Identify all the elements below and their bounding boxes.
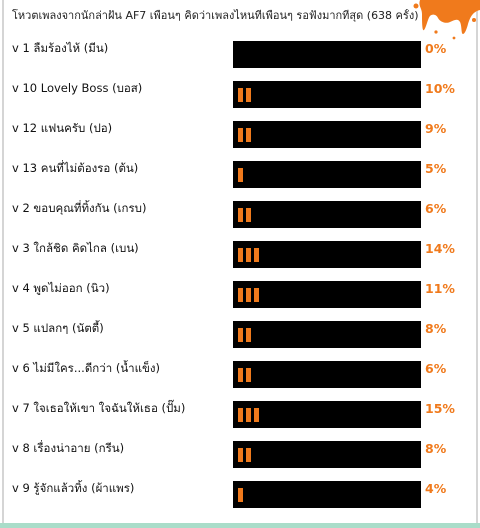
poll-row: v 4 พูดไม่ออก (นิว) 11%: [0, 268, 480, 308]
vote-percent: 6%: [425, 361, 447, 376]
bottom-band: [0, 523, 480, 528]
vote-bar-segment: [238, 328, 243, 342]
poll-row: v 1 ลืมร้องไห้ (มีน) 0%: [0, 28, 480, 68]
left-border: [2, 0, 4, 528]
vote-bar-segment: [246, 368, 251, 382]
vote-bar-fill: [238, 328, 251, 342]
vote-bar-segment: [246, 208, 251, 222]
vote-percent: 9%: [425, 121, 447, 136]
vote-bar-segment: [246, 128, 251, 142]
vote-percent: 4%: [425, 481, 447, 496]
vote-bar: [233, 481, 421, 508]
vote-bar-segment: [254, 288, 259, 302]
vote-bar: [233, 321, 421, 348]
vote-percent: 15%: [425, 401, 455, 416]
vote-bar-fill: [238, 448, 251, 462]
vote-bar-segment: [238, 208, 243, 222]
vote-bar-segment: [238, 88, 243, 102]
song-label: v 1 ลืมร้องไห้ (มีน): [12, 41, 109, 55]
song-label: v 7 ใจเธอให้เขา ใจฉันให้เธอ (ปั๊ม): [12, 401, 186, 415]
vote-bar: [233, 201, 421, 228]
vote-bar-segment: [238, 368, 243, 382]
vote-percent: 0%: [425, 41, 447, 56]
song-label: v 12 แฟนครับ (ปอ): [12, 121, 113, 135]
vote-bar-segment: [246, 88, 251, 102]
vote-bar: [233, 81, 421, 108]
vote-bar-fill: [238, 88, 251, 102]
song-label: v 8 เรื่องน่าอาย (กรีน): [12, 441, 125, 455]
vote-bar-segment: [246, 408, 251, 422]
vote-bar-segment: [238, 448, 243, 462]
poll-row: v 13 คนที่ไม่ต้องรอ (ต้น) 5%: [0, 148, 480, 188]
vote-bar: [233, 41, 421, 68]
poll-row: v 3 ใกล้ชิด คิดไกล (เบน) 14%: [0, 228, 480, 268]
vote-bar-segment: [254, 408, 259, 422]
vote-bar: [233, 441, 421, 468]
poll-row: v 7 ใจเธอให้เขา ใจฉันให้เธอ (ปั๊ม) 15%: [0, 388, 480, 428]
vote-bar-fill: [238, 368, 251, 382]
vote-bar-segment: [238, 168, 243, 182]
vote-bar: [233, 281, 421, 308]
song-label: v 10 Lovely Boss (บอส): [12, 81, 143, 95]
vote-percent: 11%: [425, 281, 455, 296]
poll-row: v 10 Lovely Boss (บอส) 10%: [0, 68, 480, 108]
vote-bar-fill: [238, 248, 259, 262]
vote-bar-segment: [246, 288, 251, 302]
song-label: v 4 พูดไม่ออก (นิว): [12, 281, 110, 295]
vote-bar-fill: [238, 208, 251, 222]
poll-row: v 9 รู้จักแล้วทิ้ง (ผ้าแพร) 4%: [0, 468, 480, 508]
vote-percent: 5%: [425, 161, 447, 176]
vote-bar-segment: [246, 248, 251, 262]
song-label: v 6 ไม่มีใคร...ดีกว่า (น้ำแข็ง): [12, 361, 161, 375]
vote-bar-segment: [238, 408, 243, 422]
vote-bar-fill: [238, 288, 259, 302]
song-label: v 13 คนที่ไม่ต้องรอ (ต้น): [12, 161, 139, 175]
song-label: v 2 ขอบคุณที่ทิ้งกัน (เกรบ): [12, 201, 147, 215]
vote-bar-fill: [238, 128, 251, 142]
poll-row: v 8 เรื่องน่าอาย (กรีน) 8%: [0, 428, 480, 468]
right-border: [476, 0, 478, 528]
vote-percent: 10%: [425, 81, 455, 96]
poll-title: โหวตเพลงจากนักล่าฝัน AF7 เพื่อนๆ คิดว่าเ…: [12, 9, 419, 22]
vote-bar-fill: [238, 408, 259, 422]
vote-percent: 8%: [425, 321, 447, 336]
vote-bar: [233, 161, 421, 188]
song-label: v 9 รู้จักแล้วทิ้ง (ผ้าแพร): [12, 481, 135, 495]
vote-bar-segment: [238, 128, 243, 142]
vote-percent: 8%: [425, 441, 447, 456]
vote-bar: [233, 121, 421, 148]
vote-bar: [233, 241, 421, 268]
vote-bar-segment: [254, 248, 259, 262]
poll-results: v 1 ลืมร้องไห้ (มีน) 0% v 10 Lovely Boss (…: [0, 28, 480, 508]
poll-row: v 12 แฟนครับ (ปอ) 9%: [0, 108, 480, 148]
vote-bar-segment: [238, 248, 243, 262]
vote-bar: [233, 361, 421, 388]
vote-bar: [233, 401, 421, 428]
poll-row: v 5 แปลกๆ (นัตตี้) 8%: [0, 308, 480, 348]
poll-row: v 6 ไม่มีใคร...ดีกว่า (น้ำแข็ง) 6%: [0, 348, 480, 388]
paint-splash-decoration: [413, 0, 480, 40]
vote-bar-segment: [238, 288, 243, 302]
vote-bar-segment: [238, 488, 243, 502]
vote-percent: 14%: [425, 241, 455, 256]
poll-row: v 2 ขอบคุณที่ทิ้งกัน (เกรบ) 6%: [0, 188, 480, 228]
vote-percent: 6%: [425, 201, 447, 216]
vote-bar-segment: [246, 448, 251, 462]
vote-bar-fill: [238, 488, 243, 502]
song-label: v 5 แปลกๆ (นัตตี้): [12, 321, 104, 335]
vote-bar-fill: [238, 168, 243, 182]
vote-bar-segment: [246, 328, 251, 342]
song-label: v 3 ใกล้ชิด คิดไกล (เบน): [12, 241, 139, 255]
